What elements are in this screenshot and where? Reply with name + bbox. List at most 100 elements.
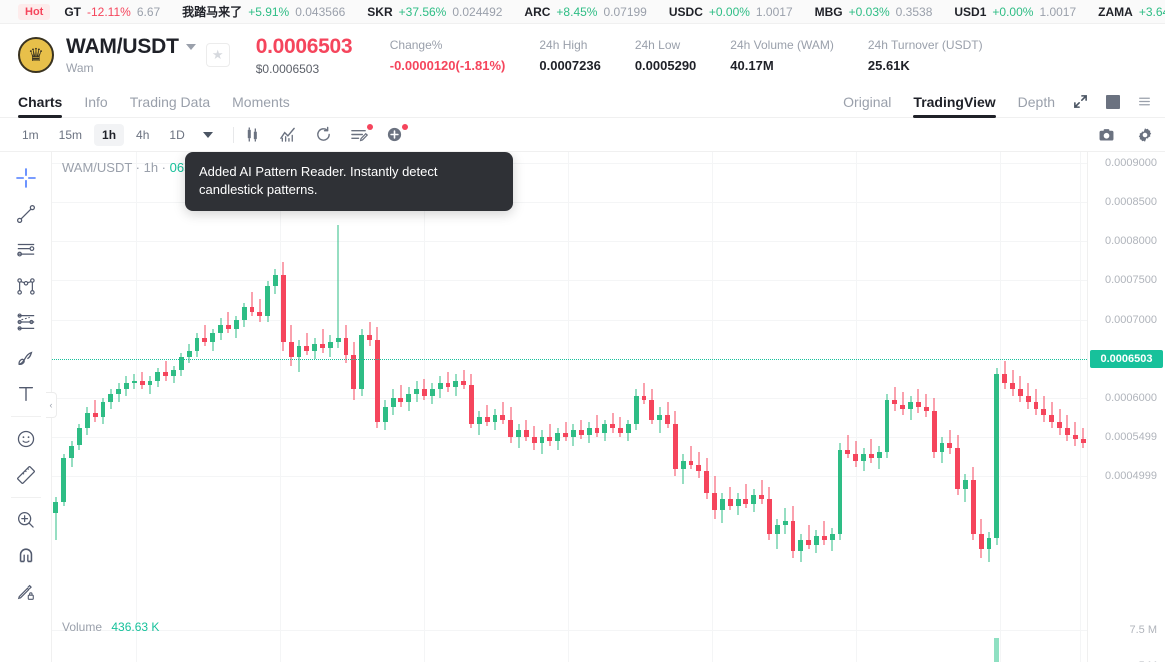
stat-label: 24h Turnover (USDT) bbox=[867, 37, 983, 52]
view-tab-original[interactable]: Original bbox=[843, 93, 892, 110]
gridline bbox=[52, 437, 1087, 438]
candlestick bbox=[131, 152, 137, 616]
add-indicator-icon[interactable] bbox=[386, 124, 408, 143]
candlestick bbox=[798, 152, 804, 616]
drawing-tools-sidebar[interactable] bbox=[0, 152, 52, 616]
tab-moments[interactable]: Moments bbox=[232, 93, 290, 110]
price-tick-label: 0.0009000 bbox=[1105, 157, 1157, 169]
candlestick bbox=[233, 152, 239, 616]
magnet-icon[interactable] bbox=[9, 538, 43, 574]
volume-bars-plot[interactable]: Volume 436.63 K bbox=[52, 616, 1087, 662]
ai-pattern-reader-icon[interactable] bbox=[350, 124, 373, 143]
drawing-lock-icon[interactable] bbox=[9, 574, 43, 610]
ticker-item[interactable]: GT -12.11% 6.67 bbox=[64, 5, 160, 19]
brush-icon[interactable] bbox=[9, 340, 43, 376]
crosshair-icon[interactable] bbox=[9, 160, 43, 196]
candlestick bbox=[288, 152, 294, 616]
ticker-item[interactable]: USDC +0.00% 1.0017 bbox=[669, 5, 793, 19]
measure-ruler-icon[interactable] bbox=[9, 457, 43, 493]
gridline bbox=[568, 616, 569, 662]
hamburger-menu-icon[interactable] bbox=[1138, 95, 1151, 108]
ticker-item[interactable]: MBG +0.03% 0.3538 bbox=[815, 5, 933, 19]
divider bbox=[232, 126, 234, 143]
ticker-change: +5.91% bbox=[248, 4, 290, 19]
feature-tooltip[interactable]: Added AI Pattern Reader. Instantly detec… bbox=[185, 152, 513, 211]
horizontal-lines-icon[interactable] bbox=[9, 232, 43, 268]
settings-gear-icon[interactable] bbox=[1137, 127, 1153, 143]
price-axis[interactable]: 0.0009000 0.0008500 0.0008000 0.0007500 0.00… bbox=[1087, 152, 1165, 616]
candlestick-plot[interactable]: WAM/USDT · 1h · 06503 -0.0000040 (−0.61%… bbox=[52, 152, 1087, 616]
view-tab-depth[interactable]: Depth bbox=[1017, 93, 1055, 110]
pair-selector[interactable]: WAM/USDT Wam bbox=[66, 35, 196, 75]
coin-name: Wam bbox=[66, 61, 94, 75]
timeframe-1h[interactable]: 1h bbox=[94, 123, 125, 146]
emoji-icon[interactable] bbox=[9, 421, 43, 457]
volume-axis[interactable]: 7.5 M5 M2.5 M bbox=[1087, 616, 1165, 662]
candlestick bbox=[171, 152, 176, 616]
timeframe-15m[interactable]: 15m bbox=[58, 127, 83, 142]
sidebar-collapse-handle[interactable]: ‹ bbox=[46, 392, 57, 418]
stat-label: 24h High bbox=[539, 37, 588, 52]
gridline bbox=[136, 616, 137, 662]
timeframe-4h[interactable]: 4h bbox=[136, 127, 150, 142]
current-price-tag[interactable]: 0.0006503 bbox=[1090, 350, 1163, 368]
candlestick bbox=[672, 152, 678, 616]
refresh-icon[interactable] bbox=[315, 126, 332, 143]
candlestick bbox=[641, 152, 647, 616]
price-tick-label: 0.0006000 bbox=[1105, 392, 1157, 404]
timeframe-1D[interactable]: 1D bbox=[169, 127, 185, 142]
favorite-star-button[interactable]: ★ bbox=[205, 43, 230, 67]
pitchfork-icon[interactable] bbox=[9, 268, 43, 304]
price-chart-area[interactable]: WAM/USDT · 1h · 06503 -0.0000040 (−0.61%… bbox=[0, 152, 1165, 616]
timeframe-1m[interactable]: 1m bbox=[22, 127, 39, 142]
candlestick bbox=[539, 152, 545, 616]
candlestick bbox=[320, 152, 325, 616]
candlestick bbox=[1010, 152, 1015, 616]
ticker-price: 0.3538 bbox=[895, 4, 933, 19]
candlestick bbox=[116, 152, 122, 616]
candlestick bbox=[680, 152, 686, 616]
stat-value: 0.0007236 bbox=[539, 57, 601, 73]
tab-charts[interactable]: Charts bbox=[18, 86, 63, 118]
text-tool-icon[interactable] bbox=[9, 376, 43, 412]
notification-dot bbox=[401, 124, 408, 130]
candlestick bbox=[594, 152, 600, 616]
ticker-item[interactable]: SKR +37.56% 0.024492 bbox=[367, 5, 502, 19]
candlestick bbox=[986, 152, 992, 616]
camera-snapshot-icon[interactable] bbox=[1098, 127, 1115, 143]
trend-line-icon[interactable] bbox=[9, 196, 43, 232]
candlestick bbox=[563, 152, 568, 616]
tab-trading-data[interactable]: Trading Data bbox=[129, 93, 211, 110]
candlestick-type-icon[interactable] bbox=[244, 126, 261, 143]
chevron-down-icon[interactable] bbox=[185, 44, 196, 50]
market-ticker-bar[interactable]: Hot GT -12.11% 6.67 我踏马来了 +5.91% 0.043566 SKR +… bbox=[0, 0, 1165, 24]
candlestick bbox=[751, 152, 757, 616]
square-icon[interactable] bbox=[1106, 94, 1120, 109]
candlestick bbox=[649, 152, 655, 616]
stat-label: Change% bbox=[389, 37, 443, 52]
candlestick bbox=[516, 152, 521, 616]
zoom-in-icon[interactable] bbox=[9, 502, 43, 538]
indicators-icon[interactable] bbox=[279, 126, 297, 143]
candlestick bbox=[845, 152, 851, 616]
volume-value: 436.63 K bbox=[111, 620, 160, 634]
ticker-item[interactable]: ZAMA+3.64%0.02988 bbox=[1098, 5, 1165, 19]
price-tick-label: 0.0008500 bbox=[1105, 196, 1157, 208]
candlestick bbox=[908, 152, 913, 616]
ticker-item[interactable]: ARC +8.45% 0.07199 bbox=[524, 5, 646, 19]
candlestick bbox=[837, 152, 843, 616]
volume-chart-area[interactable]: Volume 436.63 K 7.5 M5 M2.5 M bbox=[0, 616, 1165, 662]
candlestick bbox=[139, 152, 145, 616]
stat-value: 25.61K bbox=[867, 57, 910, 73]
ticker-item[interactable]: USD1 +0.00% 1.0017 bbox=[954, 5, 1076, 19]
tab-info[interactable]: Info bbox=[84, 93, 108, 110]
view-tab-tradingview[interactable]: TradingView bbox=[913, 86, 996, 118]
gridline bbox=[52, 320, 1087, 321]
ticker-symbol: GT bbox=[64, 4, 81, 19]
chevron-down-icon[interactable] bbox=[202, 131, 213, 138]
expand-arrows-icon[interactable] bbox=[1073, 94, 1088, 109]
chart-toolbar: 1m 15m 1h 4h 1D bbox=[0, 118, 1165, 152]
ticker-item[interactable]: 我踏马来了 +5.91% 0.043566 bbox=[182, 3, 345, 20]
volume-bar bbox=[994, 638, 1000, 662]
fib-retracement-icon[interactable] bbox=[9, 304, 43, 340]
